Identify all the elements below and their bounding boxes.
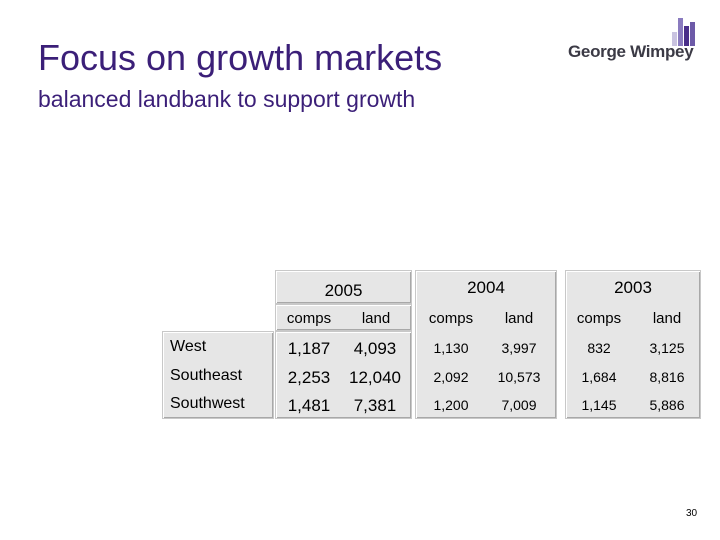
west-2005-land: 4,093 bbox=[353, 339, 397, 358]
west-2005-comps: 1,187 bbox=[287, 339, 331, 358]
southwest-2005-land: 7,381 bbox=[353, 396, 397, 415]
col-header-2003-comps: comps bbox=[576, 310, 622, 327]
southeast-2003-comps: 1,684 bbox=[581, 369, 617, 385]
southeast-2004-comps: 2,092 bbox=[433, 369, 469, 385]
southwest-2004-comps: 1,200 bbox=[433, 397, 469, 413]
col-header-2004-land: land bbox=[504, 310, 534, 327]
col-header-2005-comps: comps bbox=[286, 310, 332, 327]
southwest-2003-land: 5,886 bbox=[649, 397, 685, 413]
southeast-2004-land: 10,573 bbox=[497, 369, 541, 385]
region-west: West bbox=[170, 338, 207, 355]
southeast-2003-land: 8,816 bbox=[649, 369, 685, 385]
southwest-2004-land: 7,009 bbox=[501, 397, 537, 413]
west-2004-land: 3,997 bbox=[501, 340, 537, 356]
logo-bars-icon bbox=[672, 18, 698, 46]
year-2005-columns-box bbox=[275, 304, 412, 331]
slide-subtitle: balanced landbank to support growth bbox=[38, 86, 416, 112]
year-label-2003: 2003 bbox=[614, 278, 652, 297]
southeast-2005-land: 12,040 bbox=[349, 368, 401, 387]
southwest-2005-comps: 1,481 bbox=[287, 396, 331, 415]
col-header-2003-land: land bbox=[652, 310, 682, 327]
region-southwest: Southwest bbox=[170, 395, 245, 412]
year-label-2005: 2005 bbox=[324, 281, 363, 300]
west-2003-land: 3,125 bbox=[649, 340, 685, 356]
year-2003-box bbox=[565, 270, 701, 419]
region-southeast: Southeast bbox=[170, 367, 243, 384]
year-2005-header-box bbox=[275, 270, 412, 304]
southeast-2005-comps: 2,253 bbox=[287, 368, 331, 387]
logo-text: George Wimpey bbox=[568, 42, 694, 61]
west-2004-comps: 1,130 bbox=[433, 340, 469, 356]
year-2004-box bbox=[415, 270, 557, 419]
col-header-2004-comps: comps bbox=[428, 310, 474, 327]
george-wimpey-logo: George Wimpey bbox=[568, 18, 698, 68]
year-label-2004: 2004 bbox=[467, 278, 505, 297]
col-header-2005-land: land bbox=[361, 310, 391, 327]
region-column-box bbox=[162, 331, 274, 419]
page-number: 30 bbox=[686, 508, 698, 519]
slide-title: Focus on growth markets bbox=[38, 37, 443, 78]
year-2005-data-box bbox=[275, 331, 412, 419]
southwest-2003-comps: 1,145 bbox=[581, 397, 617, 413]
west-2003-comps: 832 bbox=[587, 340, 611, 356]
